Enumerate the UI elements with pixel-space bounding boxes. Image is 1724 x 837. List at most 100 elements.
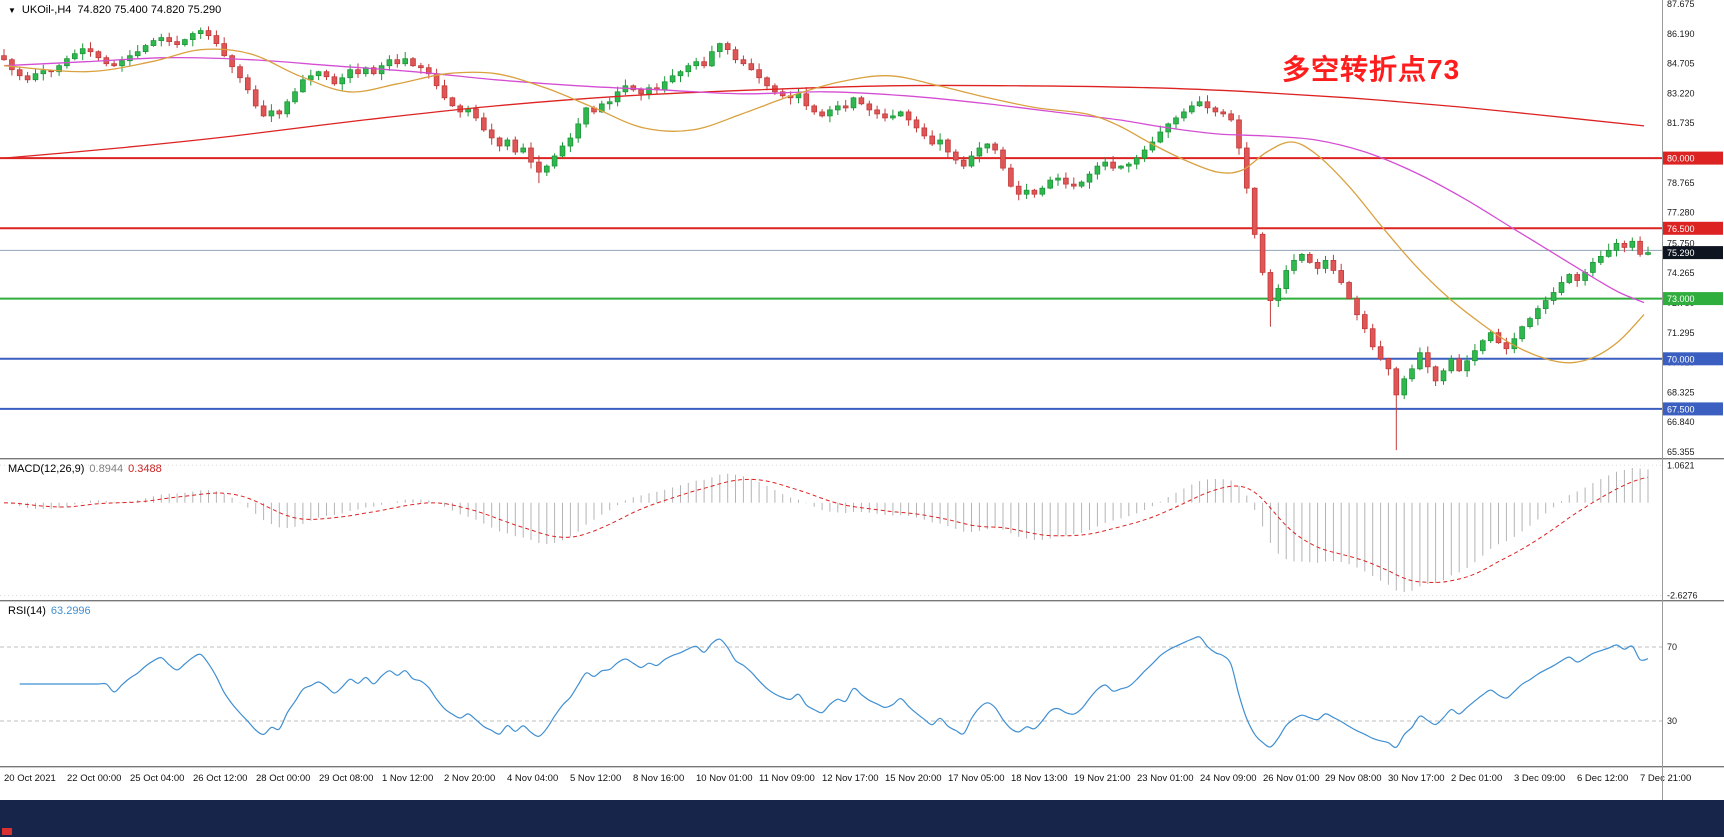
candle-body bbox=[874, 109, 880, 115]
candle-body bbox=[1157, 131, 1164, 143]
candle-body bbox=[528, 147, 534, 163]
candle-body bbox=[276, 110, 283, 115]
price-badge bbox=[1663, 402, 1723, 416]
candles[interactable] bbox=[1, 26, 1651, 451]
price-axis[interactable] bbox=[1662, 0, 1724, 800]
candle-body bbox=[803, 93, 810, 107]
time-axis-label: 3 Dec 09:00 bbox=[1514, 773, 1566, 784]
candle-body bbox=[1189, 105, 1195, 113]
macd-panel-canvas[interactable]: 1.0621 -2.6276 bbox=[0, 460, 1724, 600]
candle-body bbox=[56, 65, 62, 73]
macd-indicator-label: MACD(12,26,9) 0.8944 0.3488 bbox=[8, 463, 162, 475]
price-chart-canvas[interactable]: 87.675 86.190 84.705 83.220 81.735 78.765 77.2… bbox=[0, 0, 1724, 458]
panel-separator[interactable] bbox=[0, 458, 1724, 460]
candle-body bbox=[1550, 292, 1557, 301]
time-axis-label: 25 Oct 04:00 bbox=[130, 773, 185, 784]
ma-line-fast[interactable] bbox=[3, 48, 1645, 364]
candle-body bbox=[1542, 300, 1549, 310]
price-tick-label: 83.220 bbox=[1667, 88, 1695, 98]
candle-body bbox=[740, 59, 747, 65]
candle-body bbox=[111, 63, 117, 67]
price-tick-label: 84.705 bbox=[1667, 59, 1695, 69]
candle-body bbox=[1511, 338, 1518, 350]
candle-body bbox=[866, 103, 873, 111]
candle-body bbox=[913, 119, 920, 129]
candle-body bbox=[575, 123, 581, 139]
candle-body bbox=[292, 91, 298, 103]
candle-body bbox=[40, 70, 47, 75]
candle-body bbox=[1487, 332, 1494, 342]
price-badge-label: 67.500 bbox=[1667, 404, 1695, 414]
candle-body bbox=[1, 55, 7, 61]
candle-body bbox=[1023, 189, 1030, 195]
macd-histogram bbox=[11, 468, 1649, 592]
candle-body bbox=[189, 33, 196, 40]
time-axis-label: 19 Nov 21:00 bbox=[1074, 773, 1131, 784]
candle-body bbox=[1173, 117, 1179, 125]
price-badge-label: 70.000 bbox=[1667, 354, 1695, 364]
candle-body bbox=[1464, 360, 1470, 372]
candle-body bbox=[1354, 298, 1360, 316]
candle-body bbox=[1527, 318, 1533, 328]
time-axis-label: 11 Nov 09:00 bbox=[759, 773, 815, 784]
macd-panel[interactable]: 1.0621 -2.6276 bbox=[0, 460, 1724, 600]
candle-body bbox=[1519, 326, 1525, 340]
candle-body bbox=[559, 145, 566, 157]
candle-body bbox=[205, 30, 212, 37]
candle-body bbox=[394, 59, 401, 65]
symbol-dropdown-icon[interactable]: ▼ bbox=[8, 5, 16, 15]
candle-body bbox=[174, 41, 180, 45]
candle-body bbox=[599, 103, 605, 113]
time-axis[interactable]: 20 Oct 2021 22 Oct 00:00 25 Oct 04:00 26 Oc… bbox=[0, 768, 1724, 800]
candle-body bbox=[402, 58, 408, 65]
candle-body bbox=[331, 76, 338, 85]
candle-body bbox=[819, 111, 825, 117]
price-tick-label: 71.295 bbox=[1667, 328, 1695, 338]
panel-separator[interactable] bbox=[0, 600, 1724, 602]
candle-body bbox=[229, 55, 235, 68]
time-axis-label: 6 Dec 12:00 bbox=[1577, 773, 1629, 784]
candle-body bbox=[284, 101, 290, 115]
candle-body bbox=[1047, 179, 1054, 189]
candle-body bbox=[717, 43, 723, 52]
candle-body bbox=[1063, 177, 1069, 185]
time-axis-label: 8 Nov 16:00 bbox=[633, 773, 685, 784]
price-tick-label: 86.190 bbox=[1667, 29, 1695, 39]
candle-body bbox=[1314, 261, 1321, 269]
candle-body bbox=[835, 105, 841, 111]
candle-body bbox=[32, 73, 39, 81]
ma-line-mid[interactable] bbox=[3, 56, 1645, 304]
candle-body bbox=[87, 48, 94, 53]
candle-body bbox=[370, 67, 377, 75]
candle-body bbox=[134, 51, 141, 57]
candle-body bbox=[260, 105, 267, 117]
macd-signal-value: 0.3488 bbox=[128, 463, 162, 475]
rsi-value: 63.2996 bbox=[50, 605, 91, 617]
price-badge bbox=[1663, 221, 1723, 235]
rsi-panel-canvas[interactable]: 70 30 bbox=[0, 602, 1724, 766]
time-axis-label: 12 Nov 17:00 bbox=[822, 773, 879, 784]
price-chart-panel[interactable]: 87.675 86.190 84.705 83.220 81.735 78.765 77.2… bbox=[0, 0, 1724, 458]
candle-body bbox=[1181, 111, 1187, 119]
candle-body bbox=[166, 37, 173, 42]
candle-body bbox=[1031, 189, 1038, 195]
candle-body bbox=[1637, 240, 1643, 255]
price-tick-label: 77.280 bbox=[1667, 208, 1695, 218]
time-axis-label: 2 Nov 20:00 bbox=[444, 773, 496, 784]
ma-line-slow[interactable] bbox=[3, 84, 1645, 159]
rsi-panel[interactable]: 70 30 bbox=[0, 602, 1724, 766]
candle-body bbox=[984, 143, 991, 149]
candle-body bbox=[1558, 282, 1565, 293]
candle-body bbox=[300, 79, 306, 93]
candle-body bbox=[142, 45, 149, 52]
candle-body bbox=[1346, 282, 1352, 300]
rsi-line[interactable] bbox=[19, 636, 1649, 749]
candle-body bbox=[127, 55, 133, 62]
candle-body bbox=[882, 113, 888, 119]
candle-body bbox=[976, 147, 983, 157]
status-bar bbox=[0, 800, 1724, 837]
candle-body bbox=[1645, 252, 1651, 255]
candle-body bbox=[244, 77, 251, 91]
candle-body bbox=[1598, 255, 1604, 263]
